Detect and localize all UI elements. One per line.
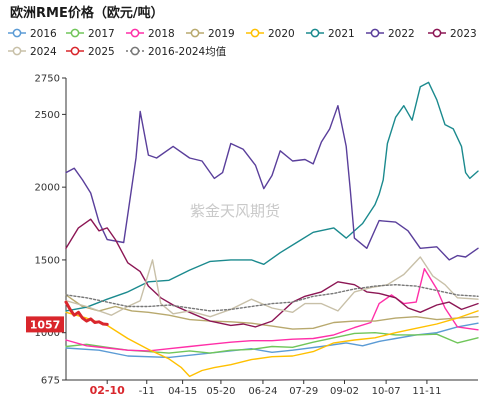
- series-line-2023: [65, 218, 479, 328]
- x-tick-label: 11-11: [412, 386, 441, 397]
- legend-label: 2016: [30, 28, 57, 40]
- x-tick-label: 07-29: [289, 386, 318, 397]
- legend-item-2024[interactable]: 2024: [8, 46, 57, 58]
- legend-item-2023[interactable]: 2023: [428, 28, 477, 40]
- series-lines: [64, 81, 479, 378]
- series-line-2024: [65, 256, 479, 318]
- series-line-2021: [65, 81, 479, 312]
- legend-item-2018[interactable]: 2018: [126, 28, 175, 40]
- legend-label: 2016-2024均值: [148, 45, 227, 58]
- plot-area: 675 1000 1500 2000 2500 2750 02-10 -11 04-15 05-…: [26, 74, 479, 397]
- legend-label: 2020: [268, 28, 295, 40]
- legend-label: 2025: [88, 46, 115, 58]
- legend-label: 2017: [88, 28, 115, 40]
- y-tick-label: 1000: [35, 328, 60, 339]
- legend-marker-icon: [310, 28, 320, 38]
- legend-marker-icon: [250, 28, 260, 38]
- x-tick-label: 04-15: [168, 386, 197, 397]
- chart-legend[interactable]: 2016 2017 2018 2019 2020 2021 2022 2023 2024 2025…: [8, 28, 477, 58]
- legend-item-2019[interactable]: 2019: [186, 28, 235, 40]
- legend-label: 2018: [148, 28, 175, 40]
- legend-item-2025[interactable]: 2025: [66, 46, 115, 58]
- y-axis-ticks: 675 1000 1500 2000 2500 2750: [35, 74, 66, 387]
- watermark: 紫金天风期货: [190, 202, 280, 220]
- legend-marker-icon: [190, 28, 200, 38]
- legend-label: 2019: [208, 28, 235, 40]
- series-line-2018: [65, 268, 479, 352]
- x-tick-label: 02-10: [90, 384, 126, 397]
- legend-item-2021[interactable]: 2021: [306, 28, 355, 40]
- chart-title: 欧洲RME价格（欧元/吨）: [10, 5, 164, 21]
- legend-item-2022[interactable]: 2022: [366, 28, 415, 40]
- legend-marker-icon: [12, 46, 22, 56]
- series-line-2020: [65, 310, 479, 378]
- x-tick-label: 10-07: [372, 386, 401, 397]
- x-tick-label: -11: [139, 386, 155, 397]
- series-line-2022: [65, 104, 479, 261]
- x-tick-label: 09-02: [330, 386, 359, 397]
- legend-marker-icon: [130, 28, 140, 38]
- legend-item-2020[interactable]: 2020: [246, 28, 295, 40]
- callout-box: [26, 316, 64, 333]
- legend-marker-icon: [70, 28, 80, 38]
- y-tick-label: 2750: [35, 74, 60, 85]
- x-tick-label: 06-24: [248, 386, 277, 397]
- legend-label: 2022: [388, 28, 415, 40]
- legend-marker-icon: [70, 46, 80, 56]
- series-line-2025: [64, 300, 109, 326]
- legend-item-2016-2024均值[interactable]: 2016-2024均值: [126, 45, 227, 58]
- series-line-2016-2024均值: [65, 284, 479, 312]
- x-tick-label: 05-20: [206, 386, 235, 397]
- legend-item-2017[interactable]: 2017: [66, 28, 115, 40]
- legend-marker-icon: [130, 46, 140, 56]
- callout-label: 1057: [30, 318, 61, 331]
- y-tick-label: 2000: [35, 183, 60, 194]
- x-axis-ticks: 02-10 -11 04-15 05-20 06-24 07-29 09-02 10-07 11…: [90, 380, 441, 397]
- legend-label: 2023: [450, 28, 477, 40]
- legend-marker-icon: [370, 28, 380, 38]
- legend-label: 2024: [30, 46, 57, 58]
- legend-marker-icon: [12, 28, 22, 38]
- y-tick-label: 2500: [35, 110, 60, 121]
- legend-label: 2021: [328, 28, 355, 40]
- legend-marker-icon: [432, 28, 442, 38]
- legend-item-2016[interactable]: 2016: [8, 28, 57, 40]
- y-tick-label: 675: [41, 376, 60, 387]
- latest-value-callout: 1057: [26, 316, 64, 333]
- y-tick-label: 1500: [35, 255, 60, 266]
